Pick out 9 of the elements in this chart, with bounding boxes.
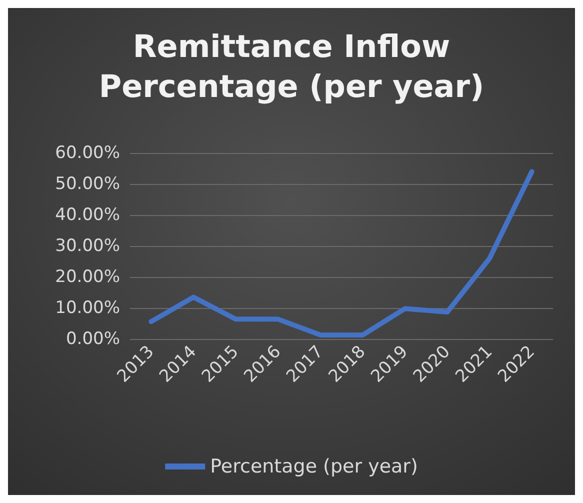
y-tick-label: 30.00% xyxy=(55,236,120,256)
legend-label: Percentage (per year) xyxy=(210,456,418,478)
y-tick-label: 60.00% xyxy=(55,143,120,163)
y-tick-label: 0.00% xyxy=(66,329,120,349)
y-tick-label: 20.00% xyxy=(55,267,120,287)
chart-title: Remittance Inflow Percentage (per year) xyxy=(98,29,484,105)
y-tick-label: 10.00% xyxy=(55,298,120,318)
y-tick-label: 40.00% xyxy=(55,205,120,225)
y-tick-label: 50.00% xyxy=(55,174,120,194)
